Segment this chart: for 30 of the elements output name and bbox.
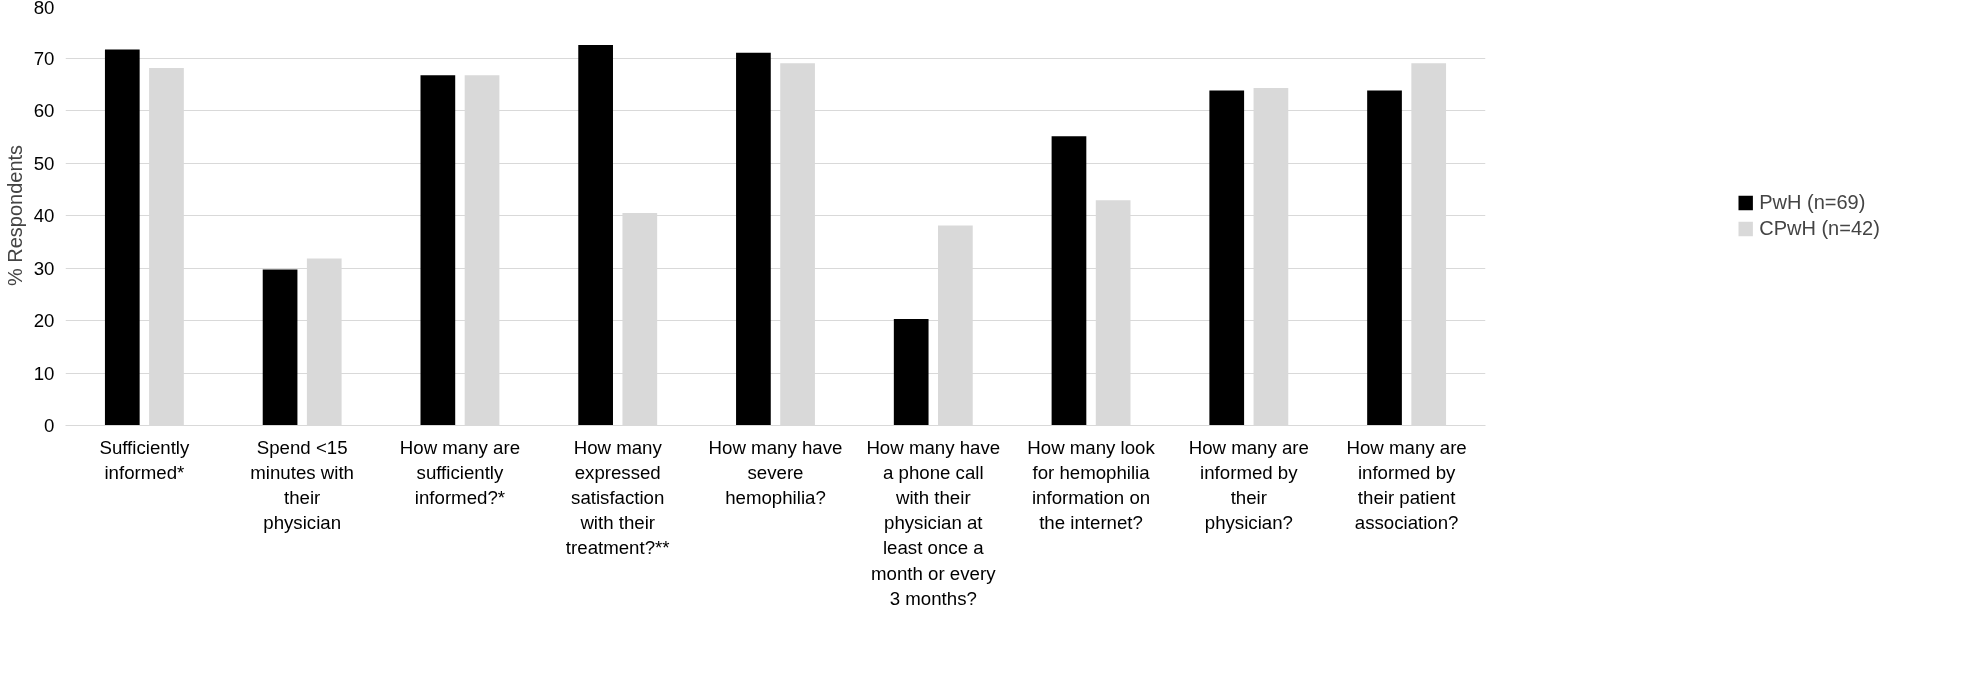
x-tick-label: How many are informed by their physician?	[1188, 436, 1309, 534]
y-tick-label: 60	[33, 100, 55, 121]
bar	[1367, 90, 1402, 426]
x-tick-label: How many are sufficiently informed?*	[399, 436, 521, 508]
x-tick-label: How many are informed by their patient association?	[1346, 436, 1467, 534]
bar	[578, 44, 613, 426]
y-tick-label: 30	[33, 257, 55, 279]
bar	[1051, 136, 1087, 426]
bar	[1209, 90, 1245, 426]
x-tick-label: How many have severe hemophilia?	[708, 436, 843, 508]
y-tick-label: 80	[33, 0, 55, 18]
legend-label: PwH (n=69)	[1759, 190, 1866, 214]
x-tick-label: How many have a phone call with their physician at least once a month or every 3 months?	[866, 436, 1001, 609]
y-tick-label: 20	[33, 310, 55, 331]
bar	[262, 269, 298, 426]
x-tick-label: Sufficiently informed*	[99, 436, 190, 483]
bar	[893, 318, 929, 426]
x-tick-label: Spend <15 minutes with their physician	[250, 436, 355, 534]
y-tick-label: 70	[33, 47, 55, 69]
y-tick-label: 10	[33, 362, 55, 384]
y-tick-label: 50	[33, 152, 55, 174]
y-axis-title: % Respondents	[3, 144, 26, 287]
bar	[104, 49, 140, 426]
bar	[736, 52, 771, 426]
y-tick-label: 40	[33, 205, 55, 226]
x-tick-label: How many expressed satisfaction with their treatment?**	[565, 436, 670, 559]
legend-label: CPwH (n=42)	[1759, 216, 1880, 240]
y-tick-label: 0	[44, 415, 55, 436]
bar	[420, 75, 456, 426]
x-tick-label: How many look for hemophilia information on the internet?	[1027, 436, 1156, 534]
